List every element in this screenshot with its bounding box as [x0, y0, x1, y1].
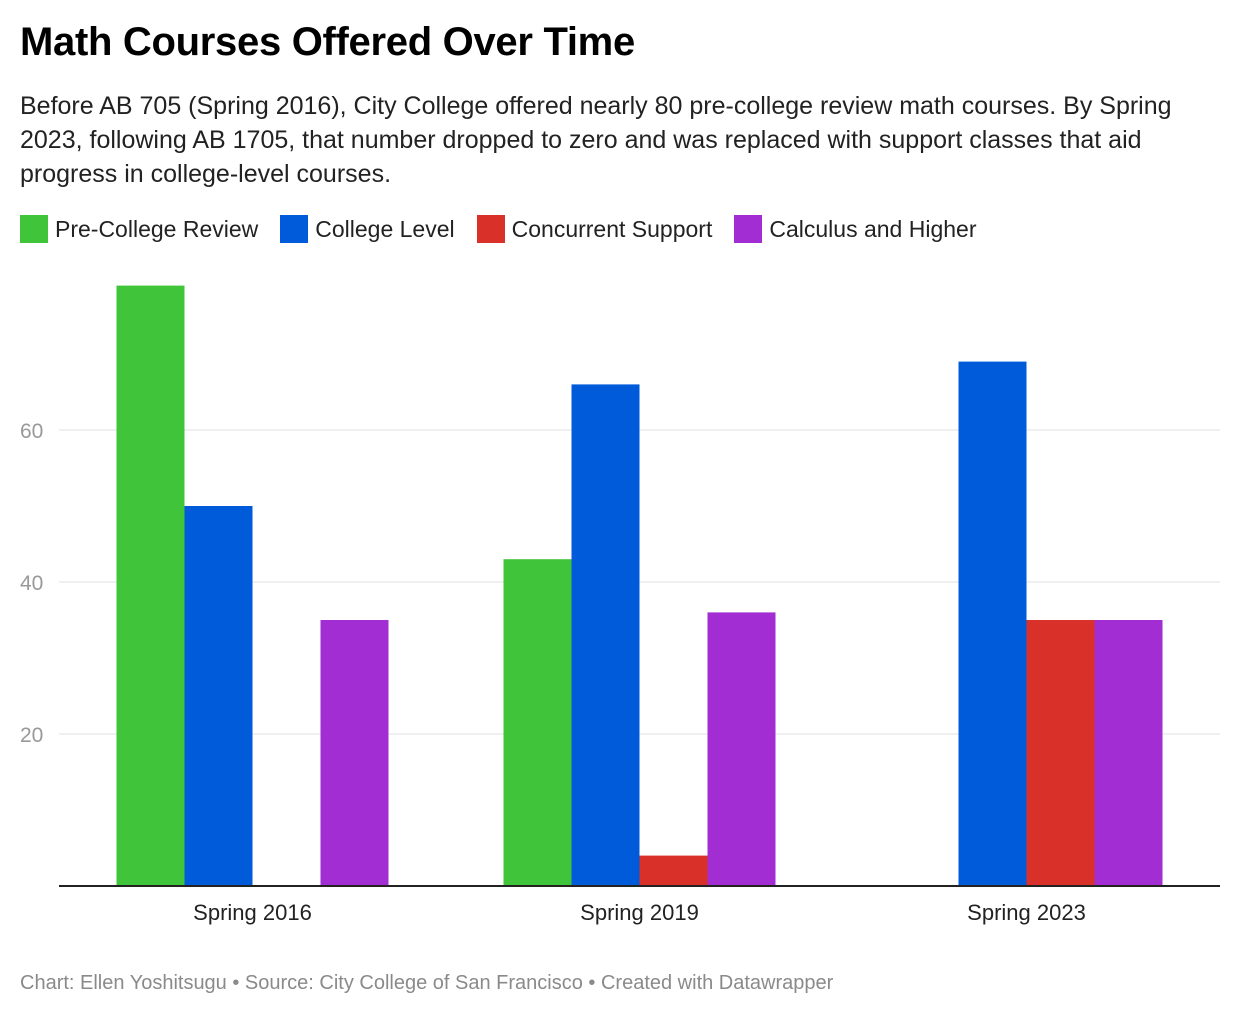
chart-subtitle: Before AB 705 (Spring 2016), City Colleg… [20, 92, 1172, 188]
y-tick-label: 20 [20, 724, 43, 747]
x-tick-label: Spring 2023 [967, 900, 1086, 925]
legend-item: Pre-College Review [20, 215, 258, 243]
x-tick-label: Spring 2019 [580, 900, 699, 925]
bar [116, 285, 185, 887]
legend: Pre-College Review College Level Concurren… [20, 215, 976, 243]
legend-label: Calculus and Higher [769, 215, 977, 242]
bar [1026, 620, 1095, 886]
y-tick-label: 40 [20, 572, 43, 595]
bar [1094, 620, 1163, 886]
legend-swatch [734, 215, 763, 243]
bar [958, 361, 1027, 887]
bar [707, 612, 776, 886]
legend-swatch [280, 215, 309, 243]
bar [503, 559, 572, 886]
y-tick-label: 60 [20, 420, 43, 443]
bar [571, 384, 640, 886]
legend-swatch [476, 215, 505, 243]
legend-item: Concurrent Support [476, 215, 713, 243]
legend-label: Concurrent Support [511, 215, 713, 242]
legend-label: College Level [315, 215, 455, 242]
chart-footer: Chart: Ellen Yoshitsugu • Source: City C… [20, 972, 834, 994]
legend-item: Calculus and Higher [734, 215, 976, 243]
x-tick-label: Spring 2016 [193, 900, 312, 925]
chart-title: Math Courses Offered Over Time [20, 20, 635, 64]
bar [639, 855, 708, 886]
bar [184, 506, 253, 886]
legend-swatch [20, 215, 48, 243]
bar [320, 620, 389, 886]
legend-label: Pre-College Review [55, 215, 259, 242]
legend-item: College Level [280, 215, 455, 243]
